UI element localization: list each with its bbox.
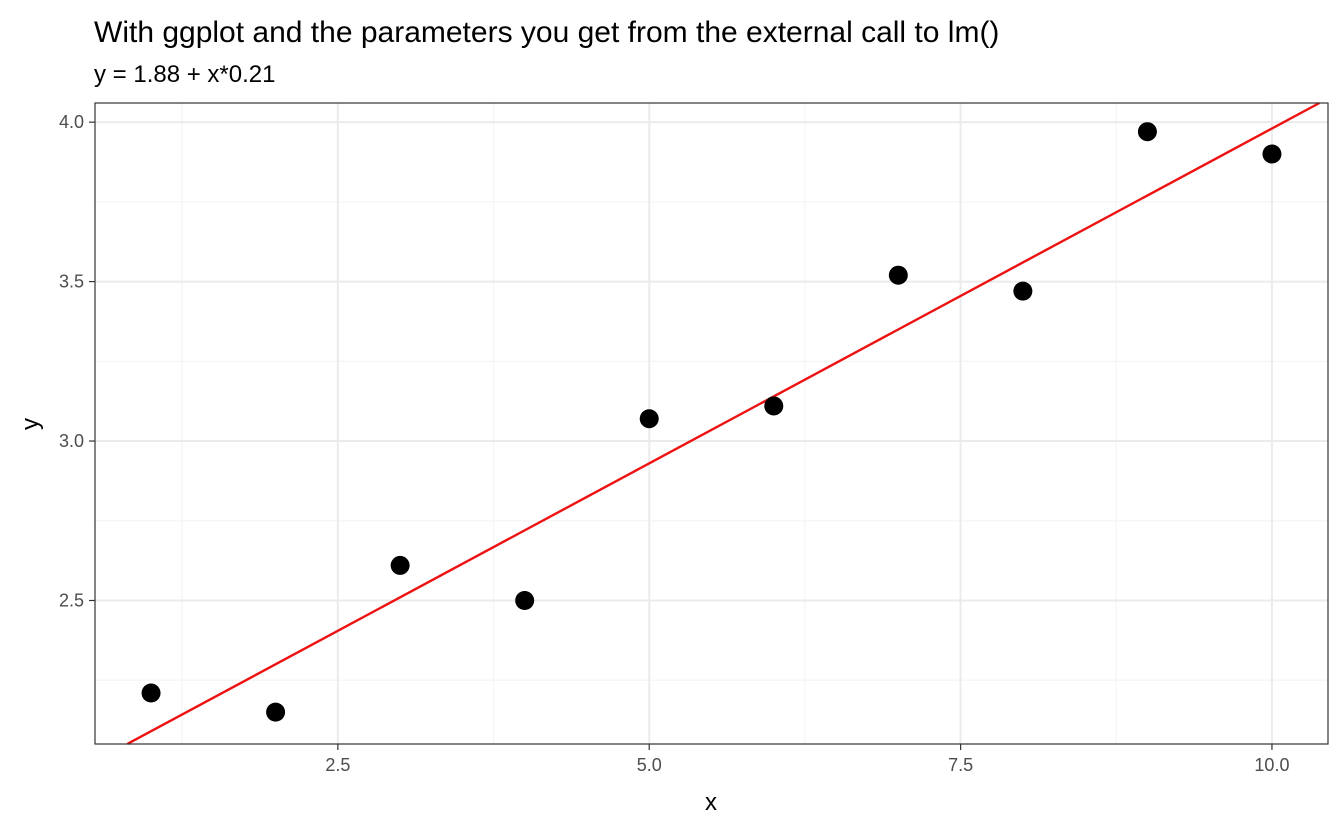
y-tick-label: 3.0 bbox=[59, 431, 84, 451]
x-axis-ticks: 2.5 5.0 7.5 10.0 bbox=[325, 744, 1289, 775]
y-tick-label: 2.5 bbox=[59, 590, 84, 610]
points-layer bbox=[141, 122, 1282, 722]
x-tick-label: 5.0 bbox=[637, 755, 662, 775]
y-tick-label: 4.0 bbox=[59, 112, 84, 132]
data-point-7 bbox=[888, 265, 908, 285]
x-tick-label: 10.0 bbox=[1254, 755, 1289, 775]
data-point-1 bbox=[141, 683, 161, 703]
x-tick-label: 2.5 bbox=[325, 755, 350, 775]
fit-line-layer bbox=[126, 101, 1320, 746]
data-point-2 bbox=[266, 702, 286, 722]
data-point-4 bbox=[515, 590, 535, 610]
panel-border bbox=[94, 102, 1329, 745]
data-point-8 bbox=[1013, 281, 1033, 301]
grid-major bbox=[95, 103, 1328, 744]
y-axis-title: y bbox=[17, 418, 44, 430]
data-point-9 bbox=[1137, 122, 1157, 142]
regression-line bbox=[126, 101, 1320, 746]
chart-title: With ggplot and the parameters you get f… bbox=[94, 16, 999, 49]
data-point-3 bbox=[390, 555, 410, 575]
data-point-5 bbox=[639, 409, 659, 429]
chart-subtitle: y = 1.88 + x*0.21 bbox=[94, 61, 275, 88]
y-tick-label: 3.5 bbox=[59, 272, 84, 292]
data-point-10 bbox=[1262, 144, 1282, 164]
data-point-6 bbox=[764, 396, 784, 416]
y-axis-ticks: 2.5 3.0 3.5 4.0 bbox=[59, 112, 95, 610]
x-axis-title: x bbox=[705, 789, 717, 816]
grid-minor bbox=[95, 103, 1328, 744]
x-tick-label: 7.5 bbox=[948, 755, 973, 775]
